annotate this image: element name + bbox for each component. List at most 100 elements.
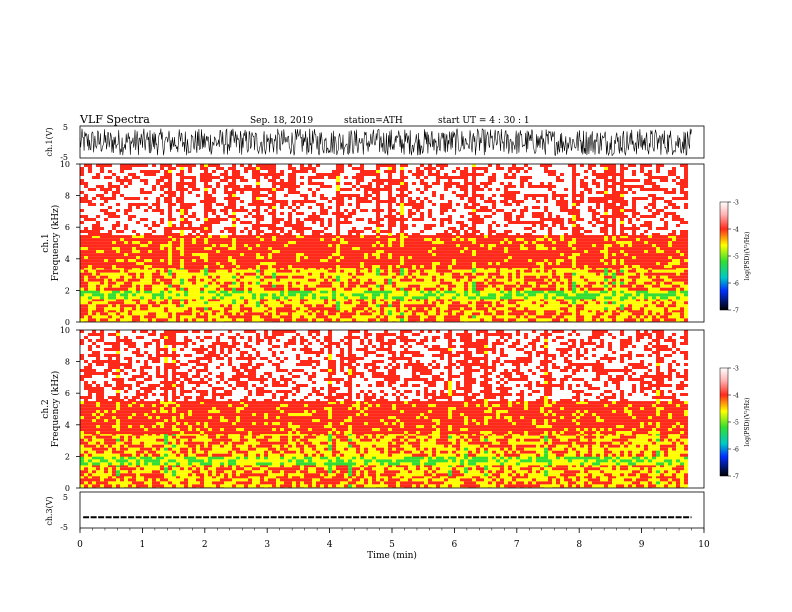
spectrogram-cell (156, 304, 160, 308)
spectrogram-cell (272, 247, 276, 251)
spectrogram-cell (112, 287, 116, 291)
spectrogram-cell (156, 290, 160, 294)
spectrogram-cell (372, 221, 376, 224)
spectrogram-cell (232, 304, 236, 308)
spectrogram-cell (328, 307, 332, 311)
spectrogram-cell (240, 191, 244, 194)
spectrogram-cell (88, 318, 92, 322)
spectrogram-cell (180, 221, 184, 224)
spectrogram-cell (148, 256, 152, 260)
spectrogram-cell (240, 241, 244, 245)
spectrogram-cell (512, 259, 516, 263)
spectrogram-cell (284, 301, 288, 305)
spectrogram-cell (424, 272, 428, 276)
spectrogram-cell (360, 315, 364, 319)
spectrogram-cell (352, 298, 356, 302)
spectrogram-cell (388, 315, 392, 319)
spectrogram-cell (100, 309, 104, 313)
spectrogram-cell (100, 185, 104, 188)
spectrogram-cell (480, 298, 484, 302)
spectrogram-cell (224, 290, 228, 294)
spectrogram-cell (324, 284, 328, 288)
spectrogram-cell (152, 247, 156, 251)
spectrogram-cell (532, 206, 536, 209)
spectrogram-cell (172, 265, 176, 269)
spectrogram-cell (204, 293, 208, 297)
spectrogram-cell (400, 293, 404, 297)
spectrogram-cell (120, 266, 124, 270)
spectrogram-cell (464, 309, 468, 313)
spectrogram-cell (212, 284, 216, 288)
spectrogram-cell (304, 194, 308, 197)
spectrogram-cell (260, 312, 264, 316)
spectrogram-cell (540, 272, 544, 276)
spectrogram-cell (256, 281, 260, 285)
spectrogram-cell (440, 290, 444, 294)
spectrogram-cell (464, 284, 468, 288)
spectrogram-cell (100, 203, 104, 206)
spectrogram-cell (504, 272, 508, 276)
spectrogram-cell (304, 167, 308, 170)
spectrogram-cell (252, 275, 256, 279)
spectrogram-cell (416, 259, 420, 263)
spectrogram-cell (100, 233, 104, 236)
spectrogram-cell (136, 244, 140, 248)
spectrogram-cell (96, 224, 100, 227)
spectrogram-cell (388, 278, 392, 282)
spectrogram-cell (304, 238, 308, 242)
spectrogram-cell (176, 309, 180, 313)
spectrogram-cell (500, 278, 504, 282)
spectrogram-cell (116, 235, 120, 239)
spectrogram-cell (232, 309, 236, 313)
spectrogram-cell (424, 250, 428, 254)
spectrogram-cell (392, 244, 396, 248)
spectrogram-cell (344, 209, 348, 212)
spectrogram-cell (108, 269, 112, 273)
spectrogram-cell (300, 221, 304, 224)
spectrogram-cell (356, 301, 360, 305)
spectrogram-cell (280, 182, 284, 185)
spectrogram-cell (420, 307, 424, 311)
spectrogram-cell (472, 200, 476, 203)
spectrogram-cell (376, 307, 380, 311)
spectrogram-cell (188, 262, 192, 266)
spectrogram-cell (452, 247, 456, 251)
spectrogram-cell (396, 182, 400, 185)
spectrogram-cell (288, 296, 292, 300)
spectrogram-cell (160, 185, 164, 188)
spectrogram-cell (184, 221, 188, 224)
spectrogram-cell (280, 312, 284, 316)
spectrogram-cell (216, 315, 220, 319)
spectrogram-cell (140, 244, 144, 248)
spectrogram-cell (424, 253, 428, 257)
spectrogram-cell (112, 281, 116, 285)
spectrogram-cell (144, 259, 148, 263)
spectrogram-cell (380, 209, 384, 212)
spectrogram-cell (192, 212, 196, 215)
spectrogram-cell (336, 278, 340, 282)
spectrogram-cell (356, 194, 360, 197)
spectrogram-cell (272, 235, 276, 239)
spectrogram-cell (500, 315, 504, 319)
spectrogram-cell (296, 298, 300, 302)
spectrogram-cell (220, 284, 224, 288)
spectrogram-cell (232, 191, 236, 194)
spectrogram-cell (372, 298, 376, 302)
spectrogram-cell (356, 296, 360, 300)
spectrogram-cell (124, 275, 128, 279)
spectrogram-cell (208, 209, 212, 212)
spectrogram-cell (108, 304, 112, 308)
spectrogram-cell (372, 281, 376, 285)
spectrogram-cell (360, 304, 364, 308)
spectrogram-cell (396, 203, 400, 206)
spectrogram-cell (344, 188, 348, 191)
spectrogram-cell (292, 266, 296, 270)
spectrogram-cell (260, 244, 264, 248)
spectrogram-cell (464, 247, 468, 251)
spectrogram-cell (104, 301, 108, 305)
spectrogram-cell (488, 265, 492, 269)
spectrogram-cell (516, 221, 520, 224)
spectrogram-cell (520, 244, 524, 248)
spectrogram-cell (532, 301, 536, 305)
spectrogram-cell (200, 290, 204, 294)
